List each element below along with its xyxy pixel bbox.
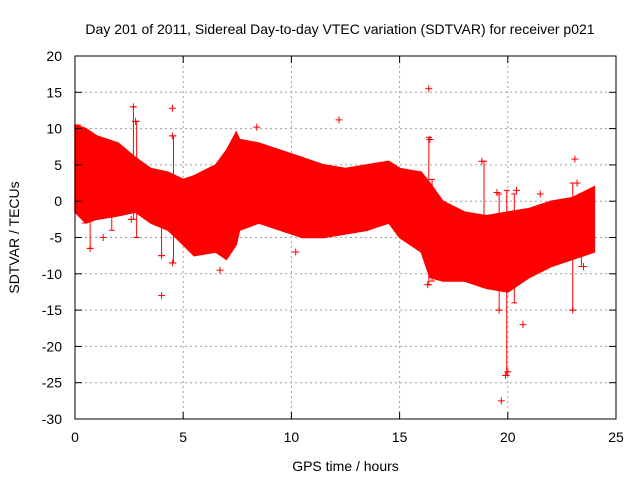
data-series-sdtvar xyxy=(74,85,596,405)
data-band-sdtvar xyxy=(74,123,596,293)
x-tick-label: 0 xyxy=(71,429,79,445)
y-tick-label: -25 xyxy=(42,375,62,391)
y-tick-label: 10 xyxy=(46,121,62,137)
y-tick-label: 0 xyxy=(54,193,62,209)
axis-ticks: 0 5 10 15 20 25 -30 -25 -20 -15 -10 -5 0 5 10 15 20 xyxy=(42,48,624,445)
data-point xyxy=(571,155,579,163)
y-tick-label: -20 xyxy=(42,338,62,354)
data-point xyxy=(497,397,505,405)
y-tick-label: -5 xyxy=(50,230,63,246)
data-point xyxy=(580,263,588,271)
data-point xyxy=(335,116,343,124)
data-point xyxy=(99,234,107,241)
data-point xyxy=(127,215,135,223)
data-point xyxy=(86,244,94,252)
data-point xyxy=(478,157,486,165)
data-point xyxy=(493,188,501,196)
data-point xyxy=(292,248,300,256)
data-point xyxy=(519,321,527,329)
x-tick-label: 25 xyxy=(608,429,624,445)
x-tick-label: 15 xyxy=(392,429,408,445)
data-point xyxy=(168,259,176,267)
y-tick-label: 15 xyxy=(46,84,62,100)
data-point xyxy=(158,252,166,260)
y-tick-label: 20 xyxy=(46,48,62,64)
y-tick-label: -10 xyxy=(42,266,62,282)
data-point xyxy=(168,132,176,140)
data-point xyxy=(168,104,176,112)
x-axis-label: GPS time / hours xyxy=(292,458,399,474)
y-axis-label-group: SDTVAR / TECUs xyxy=(6,181,22,293)
data-point xyxy=(495,306,503,314)
data-point xyxy=(536,190,544,198)
data-point xyxy=(573,179,581,187)
x-tick-label: 20 xyxy=(500,429,516,445)
y-tick-label: 5 xyxy=(54,157,62,173)
data-point xyxy=(569,306,577,314)
y-tick-label: -30 xyxy=(42,411,62,427)
data-point xyxy=(424,281,432,289)
x-tick-label: 10 xyxy=(284,429,300,445)
data-point xyxy=(177,234,185,241)
data-point xyxy=(426,135,434,143)
data-point xyxy=(512,186,520,194)
grid-lines xyxy=(75,56,616,419)
data-point xyxy=(129,103,137,111)
data-point xyxy=(425,85,433,93)
data-point xyxy=(253,123,261,131)
data-point xyxy=(216,266,224,274)
x-tick-label: 5 xyxy=(179,429,187,445)
y-tick-label: -15 xyxy=(42,302,62,318)
data-point xyxy=(502,371,510,379)
data-point xyxy=(504,368,512,376)
data-point xyxy=(77,135,85,143)
data-point xyxy=(132,117,140,125)
y-axis-label: SDTVAR / TECUs xyxy=(6,181,22,293)
chart-title: Day 201 of 2011, Sidereal Day-to-day VTE… xyxy=(85,21,594,37)
data-point xyxy=(158,292,166,300)
